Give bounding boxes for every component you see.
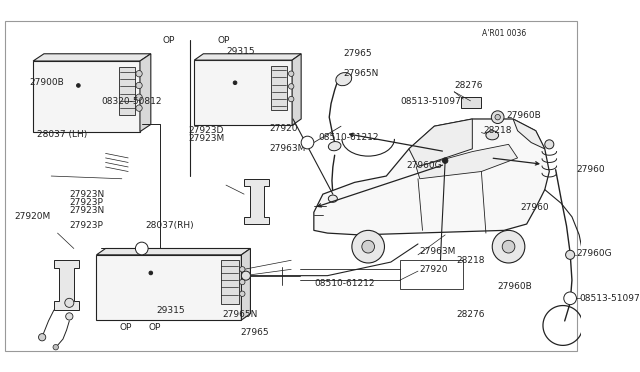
Text: 08510-61212: 08510-61212 xyxy=(318,132,379,142)
Text: S: S xyxy=(140,246,144,251)
Polygon shape xyxy=(140,54,151,132)
Text: 27965: 27965 xyxy=(240,328,269,337)
Text: 08320-50812: 08320-50812 xyxy=(101,97,161,106)
Polygon shape xyxy=(244,179,269,224)
Circle shape xyxy=(136,105,142,111)
Circle shape xyxy=(362,240,374,253)
Text: 29315: 29315 xyxy=(226,46,255,55)
Text: 27960B: 27960B xyxy=(497,282,532,291)
Text: 27920: 27920 xyxy=(269,124,298,133)
Circle shape xyxy=(289,71,294,76)
Polygon shape xyxy=(241,248,250,320)
Text: 27923P: 27923P xyxy=(70,198,104,207)
Text: 27923P: 27923P xyxy=(70,221,104,230)
Text: 27963M: 27963M xyxy=(420,247,456,256)
Text: 27900B: 27900B xyxy=(29,78,64,87)
Text: 27965N: 27965N xyxy=(223,310,258,319)
Circle shape xyxy=(136,82,142,89)
Ellipse shape xyxy=(328,195,337,202)
Circle shape xyxy=(301,136,314,149)
Text: 08513-51097: 08513-51097 xyxy=(400,97,461,106)
Circle shape xyxy=(66,313,73,320)
Text: 27923D: 27923D xyxy=(188,126,223,135)
Text: 28218: 28218 xyxy=(456,256,485,264)
Text: OP: OP xyxy=(120,323,132,332)
Polygon shape xyxy=(97,248,250,255)
Circle shape xyxy=(289,96,294,102)
Polygon shape xyxy=(33,61,140,132)
Text: 28218: 28218 xyxy=(483,126,512,135)
Circle shape xyxy=(136,94,142,100)
Circle shape xyxy=(239,291,245,296)
Text: 27920M: 27920M xyxy=(14,212,51,221)
Circle shape xyxy=(502,240,515,253)
Text: 27960G: 27960G xyxy=(406,161,442,170)
Circle shape xyxy=(545,140,554,149)
Text: 27923N: 27923N xyxy=(70,190,105,199)
Polygon shape xyxy=(54,260,79,310)
Text: S: S xyxy=(305,140,310,145)
Circle shape xyxy=(149,271,152,275)
Text: 28276: 28276 xyxy=(456,310,485,318)
Polygon shape xyxy=(33,54,151,61)
Ellipse shape xyxy=(486,131,499,140)
Polygon shape xyxy=(400,260,463,289)
Text: 27960: 27960 xyxy=(520,203,548,212)
Polygon shape xyxy=(409,119,472,167)
Circle shape xyxy=(495,115,500,120)
Text: OP: OP xyxy=(217,36,230,45)
Text: 08513-51097: 08513-51097 xyxy=(579,294,640,303)
Circle shape xyxy=(442,158,448,163)
Circle shape xyxy=(566,250,575,259)
Polygon shape xyxy=(513,119,545,149)
Polygon shape xyxy=(292,54,301,125)
Circle shape xyxy=(136,71,142,77)
Text: 27960B: 27960B xyxy=(507,111,541,120)
Circle shape xyxy=(492,230,525,263)
Circle shape xyxy=(53,344,58,350)
Polygon shape xyxy=(271,65,287,110)
Text: 28037 (LH): 28037 (LH) xyxy=(37,130,88,139)
Circle shape xyxy=(239,279,245,285)
Text: 27963M: 27963M xyxy=(269,144,305,153)
Text: 27960: 27960 xyxy=(577,165,605,174)
Ellipse shape xyxy=(336,73,352,86)
Text: 28276: 28276 xyxy=(454,81,483,90)
Polygon shape xyxy=(221,260,239,304)
Text: OP: OP xyxy=(163,36,175,45)
Text: 27965: 27965 xyxy=(344,49,372,58)
Circle shape xyxy=(239,267,245,272)
Circle shape xyxy=(38,334,46,341)
Polygon shape xyxy=(416,144,518,179)
Circle shape xyxy=(492,111,504,124)
Circle shape xyxy=(352,230,385,263)
Polygon shape xyxy=(314,119,549,235)
Polygon shape xyxy=(119,67,136,115)
Text: 27965N: 27965N xyxy=(344,69,379,78)
Circle shape xyxy=(233,81,237,84)
Polygon shape xyxy=(97,255,241,320)
Text: 28037(RH): 28037(RH) xyxy=(145,221,194,230)
Text: 27960G: 27960G xyxy=(577,248,612,257)
Circle shape xyxy=(289,84,294,89)
Text: 29315: 29315 xyxy=(157,306,186,315)
Text: 08510-61212: 08510-61212 xyxy=(314,279,375,288)
Circle shape xyxy=(564,292,577,305)
Text: 27920: 27920 xyxy=(420,265,448,274)
Text: 27923M: 27923M xyxy=(188,134,224,143)
Polygon shape xyxy=(195,54,301,60)
Text: S: S xyxy=(568,295,572,301)
Polygon shape xyxy=(195,60,292,125)
Text: OP: OP xyxy=(148,323,161,332)
Circle shape xyxy=(241,271,250,280)
Circle shape xyxy=(136,242,148,255)
Polygon shape xyxy=(461,97,481,108)
Circle shape xyxy=(65,298,74,307)
Text: 27923N: 27923N xyxy=(70,206,105,215)
Text: A'R01 0036: A'R01 0036 xyxy=(483,29,527,38)
Circle shape xyxy=(77,84,80,87)
Ellipse shape xyxy=(328,142,341,151)
